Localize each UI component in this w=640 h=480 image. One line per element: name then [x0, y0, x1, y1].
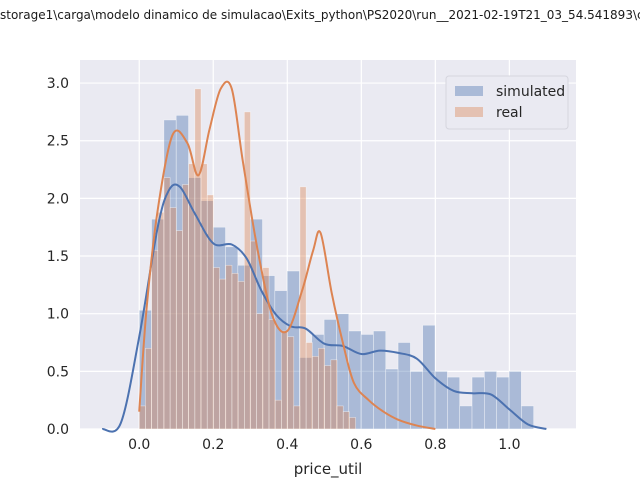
real-bars	[138, 88, 356, 430]
real-bar-27	[305, 342, 313, 430]
real-bar-26	[299, 186, 307, 430]
x-tick-label-2: 0.4	[276, 437, 298, 453]
chart-title: storage1\carga\modelo dinamico de simula…	[0, 8, 640, 22]
simulated-bar-22	[410, 371, 424, 430]
real-bar-2	[151, 249, 159, 430]
legend-label-real: real	[496, 105, 523, 121]
legend: simulated real	[445, 75, 569, 130]
simulated-kde-line	[101, 183, 547, 433]
real-bar-12	[213, 267, 220, 430]
simulated-bar-19	[373, 330, 387, 430]
real-kde-line	[138, 80, 436, 430]
real-bar-14	[225, 264, 233, 430]
x-axis-label: price_util	[294, 460, 363, 479]
real-bar-10	[200, 163, 208, 430]
legend-swatch-real	[455, 107, 483, 117]
real-bar-30	[324, 365, 332, 430]
legend-swatch-simulated	[455, 86, 483, 96]
real-bar-1	[145, 347, 152, 430]
y-tick-label-2: 1.0	[47, 307, 69, 323]
real-bar-29	[318, 347, 325, 430]
x-tick-label-3: 0.6	[350, 437, 372, 453]
real-bar-31	[330, 359, 338, 430]
real-bar-25	[293, 405, 301, 430]
x-tick-labels: 0.0 0.2 0.4 0.6 0.8 1.0	[128, 437, 520, 453]
legend-box	[445, 75, 569, 130]
real-bar-34	[349, 417, 356, 430]
real-bar-19	[256, 313, 264, 430]
legend-label-simulated: simulated	[496, 84, 565, 100]
y-tick-label-5: 2.5	[47, 134, 69, 150]
real-bar-7	[182, 184, 189, 430]
real-bar-32	[336, 405, 344, 430]
real-bar-11	[206, 194, 214, 430]
y-tick-label-0: 0.0	[47, 422, 69, 438]
real-bar-6	[176, 230, 183, 430]
real-bar-5	[169, 207, 177, 430]
simulated-bar-20	[385, 368, 399, 430]
real-bar-24	[287, 336, 295, 430]
kde-curves	[101, 80, 547, 433]
real-bar-9	[194, 88, 202, 430]
simulated-bar-17	[348, 330, 362, 430]
real-bar-15	[231, 273, 239, 430]
x-tick-label-0: 0.0	[128, 437, 150, 453]
simulated-bar-25	[447, 376, 460, 430]
real-bar-33	[342, 411, 350, 430]
x-tick-label-4: 0.8	[424, 437, 446, 453]
simulated-bar-18	[360, 334, 374, 430]
y-tick-label-6: 3.0	[47, 76, 69, 92]
y-tick-label-4: 2.0	[47, 191, 69, 207]
real-bar-4	[163, 177, 171, 430]
real-bar-13	[219, 278, 227, 430]
real-bar-17	[244, 111, 251, 430]
x-tick-label-1: 0.2	[202, 437, 224, 453]
real-bar-3	[157, 211, 165, 430]
real-bar-28	[312, 356, 319, 430]
simulated-bar-30	[508, 371, 522, 430]
real-bar-16	[237, 281, 245, 430]
real-bar-22	[274, 399, 282, 430]
real-bar-21	[268, 319, 276, 430]
simulated-bar-26	[459, 405, 473, 430]
simulated-bar-28	[484, 371, 497, 430]
simulated-bar-27	[471, 376, 485, 430]
y-tick-label-3: 1.5	[47, 249, 69, 265]
x-tick-label-5: 1.0	[498, 437, 520, 453]
y-tick-labels: 0.0 0.5 1.0 1.5 2.0 2.5 3.0	[47, 76, 69, 438]
y-tick-label-1: 0.5	[47, 364, 69, 380]
real-bar-23	[281, 330, 288, 430]
